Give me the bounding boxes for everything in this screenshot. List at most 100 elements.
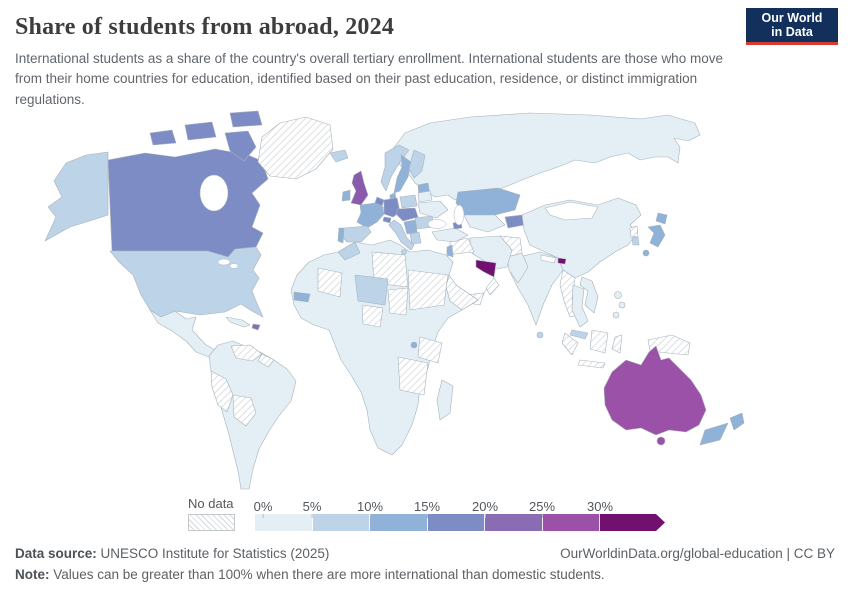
country-indonesia-java[interactable] — [577, 359, 606, 369]
country-belarus[interactable] — [417, 190, 433, 203]
country-greece[interactable] — [409, 231, 422, 245]
country-mongolia[interactable] — [544, 201, 599, 221]
country-nigeria[interactable] — [361, 304, 384, 328]
country-south-korea[interactable] — [631, 236, 640, 246]
legend-ticks: 0% 5% 10% 15% 20% 25% 30% — [253, 494, 665, 518]
country-germany[interactable] — [383, 197, 401, 218]
country-guyanas[interactable] — [257, 353, 275, 368]
country-senegal[interactable] — [293, 291, 311, 303]
country-ireland[interactable] — [341, 189, 351, 202]
country-austria-czechia-hungary[interactable] — [396, 207, 419, 222]
map-legend: No data 0% 5% 10% 15% 20% 25% 30% — [188, 494, 665, 531]
country-iceland[interactable] — [329, 149, 349, 163]
country-bolivia[interactable] — [232, 394, 257, 427]
country-philippines[interactable] — [612, 311, 620, 319]
country-philippines[interactable] — [618, 301, 626, 309]
great-lakes — [217, 258, 231, 266]
country-nepal[interactable] — [540, 254, 557, 264]
country-spain[interactable] — [340, 225, 372, 243]
country-japan[interactable] — [642, 249, 650, 257]
country-turkey[interactable] — [431, 227, 469, 243]
country-japan[interactable] — [647, 224, 666, 248]
country-new-zealand[interactable] — [729, 412, 745, 431]
country-thailand[interactable] — [571, 284, 589, 328]
legend-nodata-swatch[interactable] — [188, 514, 235, 531]
country-sudan[interactable] — [407, 269, 449, 311]
data-source-line: Data source: UNESCO Institute for Statis… — [15, 546, 329, 561]
country-bhutan[interactable] — [557, 257, 567, 265]
legend-tick-label: 0% — [253, 499, 273, 518]
country-tasmania[interactable] — [656, 436, 666, 446]
country-malaysia[interactable] — [569, 329, 589, 340]
country-russia[interactable] — [391, 112, 701, 201]
country-uae-qatar[interactable] — [475, 259, 497, 278]
country-kyrgyzstan-tajikistan[interactable] — [504, 214, 525, 229]
note-label: Note: — [15, 567, 50, 582]
owid-citation-link[interactable]: OurWorldinData.org/global-education | CC… — [560, 546, 835, 561]
legend-tick-label: 30% — [586, 499, 614, 518]
country-alaska[interactable] — [44, 151, 109, 242]
country-hispaniola[interactable] — [251, 323, 261, 331]
owid-logo[interactable]: Our World in Data — [746, 8, 838, 45]
legend-bucket-15-20[interactable] — [427, 514, 485, 531]
legend-bucket-30-plus[interactable] — [600, 514, 665, 531]
country-chad[interactable] — [387, 287, 409, 316]
country-usa[interactable] — [109, 246, 264, 318]
country-canada[interactable] — [107, 148, 269, 258]
country-oman[interactable] — [485, 277, 500, 296]
country-sri-lanka[interactable] — [536, 331, 544, 339]
country-new-zealand[interactable] — [699, 422, 729, 446]
country-portugal[interactable] — [337, 227, 345, 244]
legend-bucket-0-5[interactable] — [255, 514, 313, 531]
country-italy-sicily[interactable] — [401, 249, 407, 255]
caspian-sea — [453, 204, 465, 226]
country-indonesia-borneo[interactable] — [589, 329, 609, 354]
country-vietnam-laos[interactable] — [579, 276, 599, 314]
country-finland[interactable] — [408, 149, 426, 179]
country-canada-arctic[interactable] — [229, 110, 263, 128]
footer: Data source: UNESCO Institute for Statis… — [15, 546, 835, 582]
country-indonesia-sulawesi[interactable] — [611, 334, 623, 354]
country-indonesia-sumatra[interactable] — [561, 332, 579, 356]
country-horn-of-africa[interactable] — [445, 274, 479, 311]
country-switzerland[interactable] — [382, 216, 392, 224]
country-rwanda-burundi[interactable] — [410, 341, 418, 349]
country-canada-arctic[interactable] — [149, 129, 177, 146]
legend-tick-label: 5% — [302, 499, 322, 518]
country-italy[interactable] — [388, 219, 415, 251]
country-uk[interactable] — [350, 170, 369, 206]
legend-bucket-5-10[interactable] — [312, 514, 370, 531]
country-madagascar[interactable] — [436, 379, 454, 421]
owid-logo-line2: in Data — [771, 25, 813, 39]
country-morocco[interactable] — [337, 241, 361, 261]
legend-bucket-20-25[interactable] — [485, 514, 543, 531]
region-southeast-africa[interactable] — [397, 356, 429, 396]
country-western-sahara-mauritania[interactable] — [317, 267, 343, 298]
country-japan[interactable] — [655, 212, 668, 225]
country-france[interactable] — [356, 202, 385, 229]
country-north-korea[interactable] — [629, 225, 639, 238]
country-australia[interactable] — [603, 345, 707, 436]
legend-tick-label: 20% — [471, 499, 499, 518]
note-text: Values can be greater than 100% when the… — [49, 567, 605, 582]
page-subtitle: International students as a share of the… — [15, 51, 723, 107]
country-cuba[interactable] — [225, 316, 251, 328]
country-niger[interactable] — [354, 274, 389, 306]
country-philippines[interactable] — [614, 291, 622, 299]
country-china[interactable] — [521, 197, 642, 279]
country-balkans[interactable] — [403, 219, 418, 235]
country-jordan-israel[interactable] — [446, 244, 454, 258]
header: Share of students from abroad, 2024 Inte… — [15, 8, 838, 110]
legend-bucket-25-30[interactable] — [542, 514, 600, 531]
country-tanzania[interactable] — [417, 336, 443, 364]
legend-bucket-10-15[interactable] — [370, 514, 428, 531]
country-uzbekistan-turkmenistan[interactable] — [463, 214, 506, 233]
country-canada-arctic[interactable] — [184, 121, 217, 141]
country-venezuela[interactable] — [230, 344, 263, 362]
country-poland[interactable] — [399, 194, 418, 209]
country-canada-baffin[interactable] — [224, 130, 257, 162]
country-ukraine[interactable] — [417, 200, 449, 219]
country-greenland[interactable] — [257, 116, 334, 180]
country-peru[interactable] — [210, 370, 234, 413]
